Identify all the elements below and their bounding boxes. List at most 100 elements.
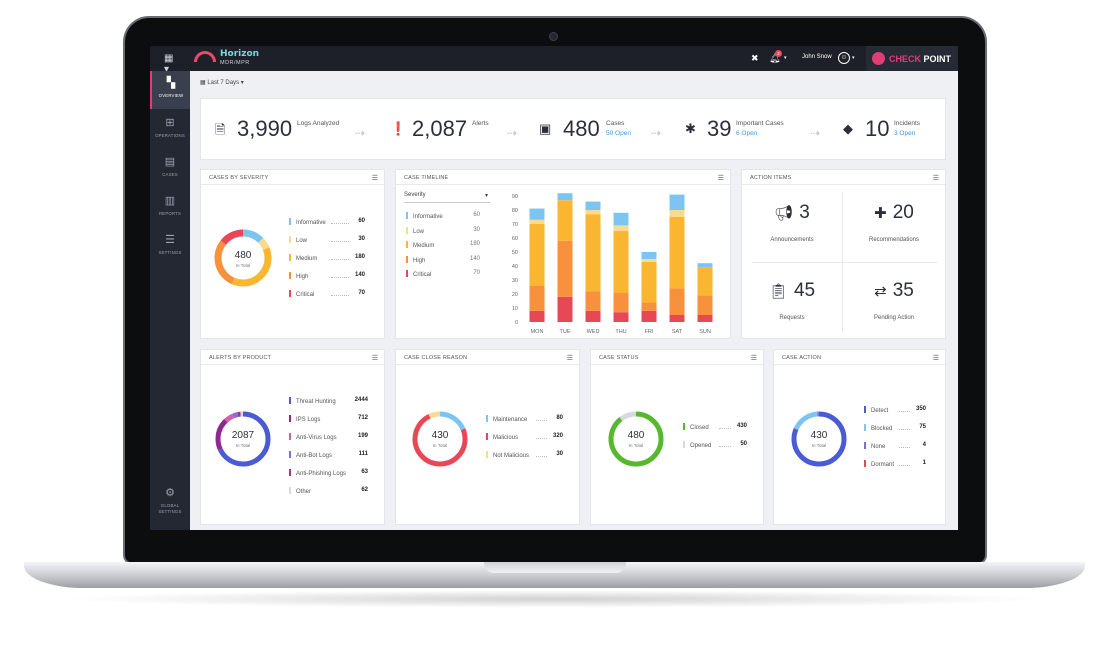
bar-segment[interactable] — [529, 310, 545, 322]
sidebar-item-reports[interactable]: ▥ REPORTS — [150, 189, 190, 227]
donut-slice[interactable] — [791, 411, 847, 467]
bar-segment[interactable] — [557, 296, 573, 322]
bar-segment[interactable] — [557, 240, 573, 297]
bar-segment[interactable] — [529, 219, 545, 224]
card-menu-icon[interactable]: ☰ — [932, 175, 939, 182]
horizon-logo[interactable]: Horizon MDR/MPR — [194, 49, 259, 69]
card-menu-icon[interactable]: ☰ — [371, 355, 378, 362]
donut-slice[interactable] — [608, 411, 664, 467]
donut-slice[interactable] — [215, 411, 271, 467]
legend-item[interactable]: Dormant 1 — [864, 460, 926, 468]
legend-item[interactable]: Other 62 — [289, 487, 368, 495]
user-name[interactable]: John Snow — [802, 54, 832, 60]
bar-segment[interactable] — [641, 302, 657, 311]
card-menu-icon[interactable]: ☰ — [750, 355, 757, 362]
apps-grid-icon[interactable]: ▦ ▾ — [164, 53, 174, 75]
sidebar-item-global-settings[interactable]: ⚙ GLOBAL SETTINGS — [150, 481, 190, 521]
legend-item[interactable]: High 140 — [289, 272, 365, 280]
bar-segment[interactable] — [585, 201, 601, 210]
bar-segment[interactable] — [697, 267, 713, 296]
date-range-dropdown[interactable]: ▦ Last 7 Days ▾ — [200, 79, 244, 86]
legend-item[interactable]: Malicious 320 — [486, 433, 563, 441]
legend-swatch — [406, 255, 408, 263]
legend-item[interactable]: None 4 — [864, 442, 926, 450]
legend-item[interactable]: Informative 60 — [406, 212, 480, 220]
severity-select[interactable]: ▾ Severity — [404, 192, 490, 203]
close-circle-icon[interactable]: ✖ — [751, 53, 759, 63]
bar-segment[interactable] — [613, 225, 629, 231]
legend-item[interactable]: Closed 430 — [683, 423, 747, 431]
donut-slice[interactable] — [214, 229, 272, 287]
legend-item[interactable]: Critical 70 — [289, 290, 365, 298]
x-tick-label: SUN — [699, 329, 711, 335]
legend-item[interactable]: Medium 180 — [406, 241, 480, 249]
legend-item[interactable]: Medium 180 — [289, 254, 365, 262]
bar-segment[interactable] — [641, 261, 657, 303]
bar-segment[interactable] — [641, 310, 657, 322]
bar-segment[interactable] — [613, 231, 629, 293]
sidebar-item-cases[interactable]: ▤ CASES — [150, 150, 190, 188]
card-menu-icon[interactable]: ☰ — [371, 175, 378, 182]
legend-item[interactable]: Anti-Phishing Logs 63 — [289, 469, 368, 477]
stat-open-link[interactable]: 3 Open — [894, 130, 916, 137]
bar-segment[interactable] — [669, 288, 685, 315]
sidebar-item-overview[interactable]: ▚ OVERVIEW — [150, 71, 190, 109]
sidebar-item-settings[interactable]: ☰ SETTINGS — [150, 228, 190, 266]
bell-icon[interactable]: 🔔︎ 2 — [769, 50, 782, 63]
stat-label: Alerts — [472, 120, 489, 127]
action-item-recommendations[interactable]: ✚ 20 Recommendations — [846, 192, 942, 262]
bar-segment[interactable] — [529, 224, 545, 286]
bar-segment[interactable] — [557, 200, 573, 241]
bar-segment[interactable] — [697, 315, 713, 322]
user-menu-chevron-icon[interactable]: ▾ — [852, 55, 855, 61]
bar-segment[interactable] — [641, 252, 657, 259]
legend-item[interactable]: High 140 — [406, 255, 480, 264]
bar-segment[interactable] — [641, 259, 657, 262]
bar-segment[interactable] — [529, 208, 545, 220]
legend-item[interactable]: Low 30 — [289, 236, 365, 244]
bar-segment[interactable] — [613, 212, 629, 226]
bar-segment[interactable] — [669, 217, 685, 289]
bar-segment[interactable] — [697, 295, 713, 315]
action-item-pending[interactable]: ⇄ 35 Pending Action — [846, 270, 942, 340]
legend-item[interactable]: IPS Logs 712 — [289, 415, 368, 423]
bar-segment[interactable] — [669, 194, 685, 210]
bar-segment[interactable] — [613, 312, 629, 322]
legend-item[interactable]: Detect 350 — [864, 406, 926, 414]
bar-segment[interactable] — [669, 210, 685, 217]
bar-segment[interactable] — [585, 210, 601, 215]
bar-segment[interactable] — [697, 263, 713, 268]
user-avatar-icon[interactable]: ☺ — [838, 52, 850, 64]
donut-slice[interactable] — [412, 411, 468, 467]
bar-segment[interactable] — [613, 292, 629, 313]
card-menu-icon[interactable]: ☰ — [566, 355, 573, 362]
bar-segment[interactable] — [585, 214, 601, 292]
legend-item[interactable]: Maintenance 80 — [486, 415, 563, 423]
legend-item[interactable]: Anti-Bot Logs 111 — [289, 451, 368, 459]
donut-slice[interactable] — [412, 411, 468, 467]
bar-segment[interactable] — [557, 193, 573, 201]
chevron-down-icon[interactable]: ▾ — [784, 55, 787, 61]
legend-item[interactable]: Blocked 75 — [864, 424, 926, 432]
card-menu-icon[interactable]: ☰ — [932, 355, 939, 362]
legend-item[interactable]: Opened 50 — [683, 441, 747, 449]
bar-segment[interactable] — [529, 285, 545, 311]
donut-slice[interactable] — [214, 229, 272, 287]
action-item-requests[interactable]: 📋︎ 45 Requests — [744, 270, 840, 340]
legend-item[interactable]: Low 30 — [406, 226, 480, 235]
stat-open-link[interactable]: 50 Open — [606, 130, 631, 137]
donut-slice[interactable] — [215, 411, 271, 467]
stat-open-link[interactable]: 6 Open — [736, 130, 758, 137]
bar-segment[interactable] — [585, 310, 601, 322]
bar-segment[interactable] — [585, 291, 601, 311]
legend-item[interactable]: Not Malicious 30 — [486, 451, 563, 459]
legend-item[interactable]: Threat Hunting 2444 — [289, 397, 368, 405]
legend-item[interactable]: Informative 60 — [289, 218, 365, 226]
card-menu-icon[interactable]: ☰ — [717, 175, 724, 182]
bar-segment[interactable] — [669, 315, 685, 322]
legend-item[interactable]: Critical 70 — [406, 270, 480, 278]
donut-slice[interactable] — [214, 229, 272, 287]
legend-item[interactable]: Anti-Virus Logs 199 — [289, 433, 368, 441]
sidebar-item-operations[interactable]: ⊞ OPERATIONS — [150, 111, 190, 149]
action-item-announcements[interactable]: 📢︎ 3 Announcements — [744, 192, 840, 262]
